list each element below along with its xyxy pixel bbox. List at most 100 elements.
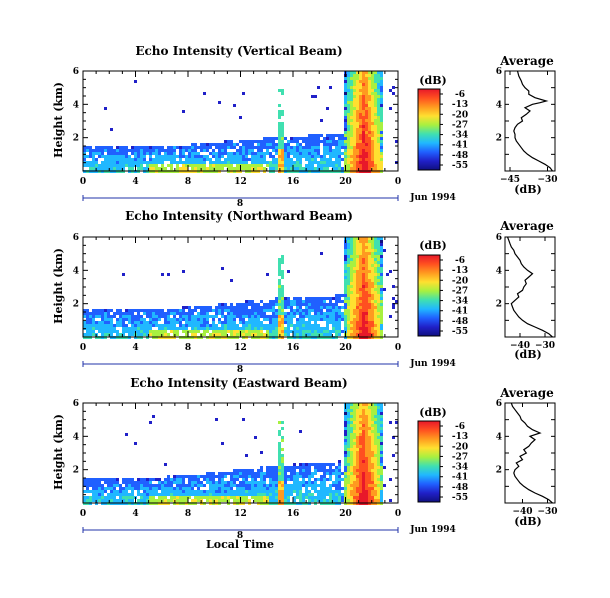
heatmap-cell <box>98 155 101 158</box>
heatmap-cell <box>188 490 191 493</box>
heatmap-cell <box>329 152 332 155</box>
heatmap-cell <box>269 469 272 472</box>
heatmap-cell <box>131 149 134 152</box>
x-tick-label: 16 <box>287 343 300 353</box>
heatmap-cell <box>377 448 380 451</box>
colorbar-tick-label: -20 <box>452 110 468 120</box>
heatmap-cell <box>296 140 299 143</box>
heatmap-cell <box>239 149 242 152</box>
heatmap-cell <box>287 306 290 309</box>
heatmap-cell <box>374 294 377 297</box>
heatmap-cell <box>353 149 356 152</box>
heatmap-cell <box>140 152 143 155</box>
heatmap-cell <box>335 303 338 306</box>
heatmap-cell <box>284 330 287 333</box>
heatmap-cell <box>257 152 260 155</box>
heatmap-cell <box>344 321 347 324</box>
heatmap-cell <box>380 406 383 409</box>
heatmap-cell <box>233 327 236 330</box>
heatmap-cell <box>167 478 170 481</box>
heatmap-cell <box>257 143 260 146</box>
heatmap-cell <box>353 92 356 95</box>
heatmap-cell <box>293 466 296 469</box>
heatmap-cell <box>143 149 146 152</box>
heatmap-cell <box>260 469 263 472</box>
heatmap-cell <box>359 291 362 294</box>
heatmap-cell <box>320 140 323 143</box>
heatmap-cell <box>209 167 212 170</box>
heatmap-cell <box>344 457 347 460</box>
heatmap-cell <box>374 74 377 77</box>
heatmap-cell <box>128 312 131 315</box>
heatmap-cell <box>182 481 185 484</box>
heatmap-cell <box>119 146 122 149</box>
heatmap-cell <box>374 418 377 421</box>
heatmap-cell <box>332 324 335 327</box>
heatmap-cell <box>230 493 233 496</box>
heatmap-cell <box>164 312 167 315</box>
heatmap-cell <box>275 499 278 502</box>
heatmap-cell <box>317 140 320 143</box>
heatmap-cell <box>359 77 362 80</box>
heatmap-cell <box>377 98 380 101</box>
heatmap-cell <box>131 484 134 487</box>
heatmap-cell <box>107 493 110 496</box>
heatmap-cell <box>161 273 164 276</box>
heatmap-cell <box>149 490 152 493</box>
x-tick-label: 4 <box>132 177 138 187</box>
heatmap-cell <box>254 436 257 439</box>
heatmap-cell <box>299 297 302 300</box>
heatmap-cell <box>122 155 125 158</box>
heatmap-cell <box>314 321 317 324</box>
heatmap-cell <box>380 288 383 291</box>
heatmap-cell <box>248 300 251 303</box>
heatmap-cell <box>224 472 227 475</box>
heatmap-cell <box>149 321 152 324</box>
heatmap-cell <box>302 333 305 336</box>
y-tick-label: 4 <box>496 432 502 442</box>
heatmap-cell <box>302 318 305 321</box>
heatmap-cell <box>308 475 311 478</box>
heatmap-cell <box>179 499 182 502</box>
heatmap-cell <box>296 306 299 309</box>
heatmap-cell <box>362 71 365 74</box>
heatmap-cell <box>311 487 314 490</box>
heatmap-cell <box>380 451 383 454</box>
heatmap-cell <box>314 496 317 499</box>
heatmap-cell <box>290 167 293 170</box>
heatmap-cell <box>200 475 203 478</box>
heatmap-cell <box>278 279 281 282</box>
heatmap-cell <box>365 77 368 80</box>
heatmap-cell <box>179 484 182 487</box>
heatmap-cell <box>173 309 176 312</box>
heatmap-cell <box>368 424 371 427</box>
heatmap-cell <box>350 288 353 291</box>
heatmap-cell <box>128 149 131 152</box>
heatmap-cell <box>278 270 281 273</box>
heatmap-cell <box>350 261 353 264</box>
heatmap-cell <box>284 300 287 303</box>
heatmap-cell <box>83 333 86 336</box>
heatmap-cell <box>320 297 323 300</box>
heatmap-cell <box>350 496 353 499</box>
heatmap-cell <box>380 71 383 74</box>
heatmap-cell <box>284 487 287 490</box>
heatmap-cell <box>371 107 374 110</box>
heatmap-cell <box>344 306 347 309</box>
heatmap-cell <box>86 481 89 484</box>
heatmap-cell <box>92 487 95 490</box>
heatmap-cell <box>239 303 242 306</box>
heatmap-cell <box>347 333 350 336</box>
x-tick-label: 8 <box>185 343 191 353</box>
heatmap-cell <box>83 481 86 484</box>
heatmap-cell <box>362 445 365 448</box>
heatmap-cell <box>359 149 362 152</box>
heatmap-cell <box>377 143 380 146</box>
heatmap-cell <box>344 463 347 466</box>
heatmap-cell <box>158 333 161 336</box>
heatmap-cell <box>257 469 260 472</box>
heatmap-cell <box>275 152 278 155</box>
heatmap-cell <box>194 164 197 167</box>
heatmap-cell <box>119 321 122 324</box>
heatmap-cell <box>314 487 317 490</box>
